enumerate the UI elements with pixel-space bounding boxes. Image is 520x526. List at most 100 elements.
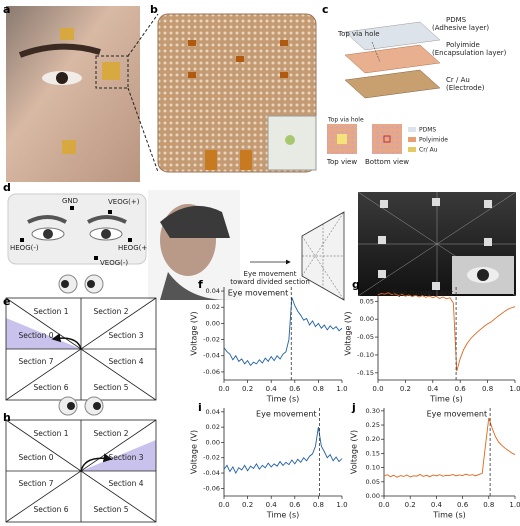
x-tick-label: 0.0	[378, 501, 389, 509]
legend-label: Polyimide	[419, 137, 448, 144]
x-tick-label: 0.0	[218, 501, 229, 509]
legend-label: PDMS	[419, 127, 436, 134]
x-tick-label: 0.6	[289, 385, 301, 393]
view-label: Top view	[326, 158, 357, 166]
section-label: Section 4	[108, 479, 143, 488]
signal-line	[383, 417, 516, 478]
section-diagram: Section 1 Section 2 Section 0 Section 3 Sect…	[5, 274, 157, 401]
y-tick-label: 0.20	[366, 435, 380, 443]
y-tick-label: 0.05	[360, 297, 374, 305]
charts: 0.0 0.2 0.4 0.6 0.8 1.0 0.04 0.02 0.00 -0.02 -0.04…	[190, 287, 520, 520]
section-label: Section 0	[18, 453, 53, 462]
selected-section	[81, 440, 156, 471]
panel-labels: a b c d e f g h i j	[3, 3, 360, 424]
y-axis-label: Voltage (V)	[350, 430, 359, 474]
panel-label: c	[322, 3, 329, 16]
x-tick-label: 0.2	[400, 385, 411, 393]
y-tick-label: -0.04	[203, 469, 220, 477]
x-tick-label: 0.2	[242, 501, 253, 509]
x-tick-label: 0.2	[405, 501, 416, 509]
y-tick-label: -0.02	[203, 454, 220, 462]
section-label: Section 5	[93, 505, 128, 514]
layer-diagram	[327, 21, 441, 154]
electrode-label: VEOG(+)	[108, 198, 140, 206]
eye-photo	[7, 193, 147, 265]
annotation: Eye movement	[228, 289, 289, 298]
y-tick-label: 0.00	[206, 438, 220, 446]
signal-line	[223, 297, 343, 367]
x-tick-label: 0.2	[242, 385, 253, 393]
y-tick-label: 0.05	[366, 478, 380, 486]
annotation: Eye movement	[427, 410, 488, 419]
x-axis-label: Time (s)	[429, 395, 463, 404]
section-label: Section 1	[33, 307, 68, 316]
x-tick-label: 0.6	[455, 385, 467, 393]
y-tick-label: 0.04	[206, 287, 220, 295]
x-tick-label: 0.8	[313, 385, 324, 393]
y-tick-label: -0.05	[357, 333, 374, 341]
vr-screen	[357, 191, 517, 297]
y-tick-label: -0.06	[203, 484, 220, 492]
section-label: Section 3	[108, 453, 143, 462]
layer-label: (Electrode)	[446, 84, 485, 92]
layer-label: (Adhesive layer)	[432, 24, 489, 32]
x-tick-label: 1.0	[336, 501, 347, 509]
view-label: Bottom view	[365, 158, 409, 166]
panel-label: a	[3, 3, 10, 16]
electrode-label: VEOG(-)	[100, 259, 128, 267]
x-tick-label: 1.0	[509, 385, 520, 393]
y-axis-label: Voltage (V)	[344, 311, 353, 355]
y-tick-label: 0.02	[206, 423, 220, 431]
panel-label: b	[150, 3, 158, 16]
x-tick-label: 0.4	[427, 385, 439, 393]
y-tick-label: -0.04	[203, 352, 220, 360]
section-label: Section 5	[93, 383, 128, 392]
section-label: Section 0	[18, 331, 53, 340]
x-tick-label: 0.4	[431, 501, 443, 509]
x-tick-label: 0.0	[218, 385, 229, 393]
x-axis-label: Time (s)	[266, 511, 300, 520]
gaze-arrow	[80, 453, 113, 472]
panel-label: f	[198, 278, 203, 291]
panel-label: d	[3, 181, 11, 194]
axes	[223, 287, 342, 381]
panel-label: j	[351, 401, 356, 414]
axes	[377, 287, 515, 381]
panel-label: g	[352, 278, 360, 291]
y-tick-label: -0.02	[203, 336, 220, 344]
pupil	[87, 280, 95, 288]
y-axis-label: Voltage (V)	[190, 430, 199, 474]
panel-label: e	[3, 295, 10, 308]
x-tick-label: 0.8	[313, 501, 324, 509]
panel-label: h	[3, 411, 11, 424]
y-tick-label: 0.02	[206, 303, 220, 311]
signal-line	[223, 427, 343, 475]
panel-label: i	[198, 401, 202, 414]
section-label: Section 1	[33, 429, 68, 438]
x-tick-label: 1.0	[509, 501, 520, 509]
via-hole-label: Top via hole	[337, 30, 380, 38]
photo-device	[157, 13, 317, 173]
selected-section	[6, 318, 81, 349]
section-label: Section 2	[93, 429, 128, 438]
y-tick-label: 0.04	[206, 408, 220, 416]
x-tick-label: 1.0	[336, 385, 347, 393]
annotation: Eye movement	[256, 410, 317, 419]
person-photo	[148, 190, 240, 300]
y-tick-label: 0.10	[366, 464, 380, 472]
y-tick-label: 0.00	[360, 315, 374, 323]
y-tick-label: -0.10	[357, 351, 374, 359]
electrode-label: HEOG(+)	[118, 244, 150, 252]
layer-label: Polyimide	[446, 41, 480, 49]
y-tick-label: -0.06	[203, 368, 220, 376]
photo-face	[6, 6, 159, 182]
layer-label: (Encapsulation layer)	[432, 49, 507, 57]
y-tick-label: -0.15	[357, 369, 374, 377]
annotation: Eye movement	[393, 289, 454, 298]
arrow-label: toward divided section	[230, 278, 310, 286]
layer-label: PDMS	[446, 16, 467, 24]
pupil	[93, 402, 101, 410]
section-label: Section 2	[93, 307, 128, 316]
x-tick-label: 0.0	[372, 385, 383, 393]
via-hole-label: Top via hole	[327, 117, 364, 124]
